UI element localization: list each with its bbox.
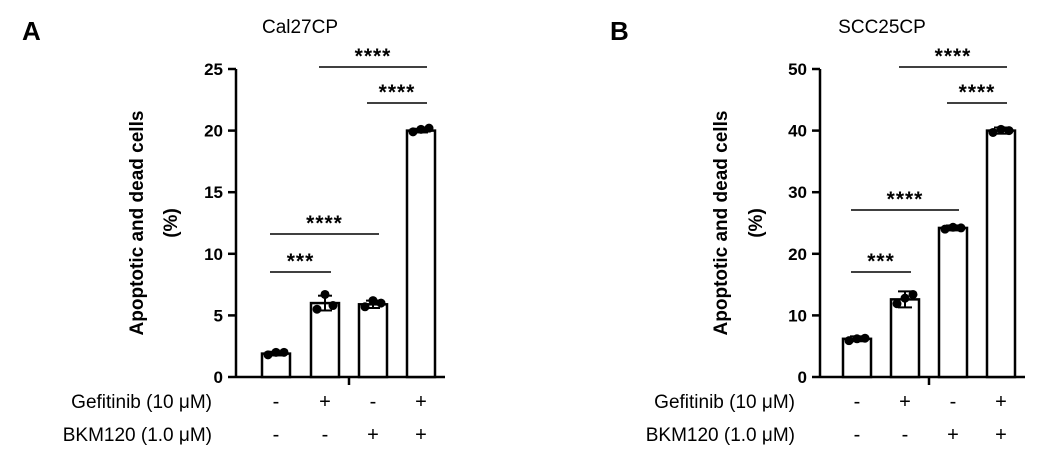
data-point [900,293,910,303]
y-tick-label: 50 [788,60,807,79]
y-tick-label: 25 [204,60,223,79]
data-point [279,347,289,357]
y-tick-label: 20 [788,245,807,264]
condition-label: Gefitinib (10 μM) [654,392,795,413]
bar [357,303,389,379]
y-axis-unit: (%) [746,208,767,238]
condition-sign: - [273,391,280,413]
data-point [852,334,862,344]
condition-sign: + [415,391,427,413]
data-point [271,347,281,357]
condition-sign: + [995,391,1007,413]
y-tick-label: 0 [798,368,807,387]
condition-sign: + [899,391,911,413]
y-axis-unit: (%) [161,208,182,238]
panel-letter: A [22,16,41,46]
data-point [416,124,426,134]
data-point [360,302,370,312]
data-point [328,301,338,311]
data-point [860,333,870,343]
significance-label: **** [959,81,996,104]
significance-label: *** [867,250,895,273]
condition-label: Gefitinib (10 μM) [71,392,212,413]
y-tick-label: 15 [204,183,223,202]
condition-label: BKM120 (1.0 μM) [63,425,212,446]
condition-sign: - [854,424,861,446]
significance-label: **** [355,45,392,68]
chart-title: SCC25CP [838,17,926,38]
bar [309,301,341,379]
bar [889,298,921,379]
y-tick-label: 40 [788,122,807,141]
data-point [956,223,966,233]
data-point [320,289,330,299]
data-point [1004,126,1014,136]
y-axis-label: Apoptotic and dead cells [711,111,732,336]
data-point [312,304,322,314]
significance-label: **** [887,188,924,211]
condition-sign: - [854,391,861,413]
panel-b: B SCC25CP Apoptotic and dead cells (%) 0 10 20… [610,16,1025,446]
bar [937,226,969,379]
bar [985,129,1017,379]
y-tick-label: 0 [214,368,223,387]
data-point [376,298,386,308]
condition-sign: + [319,391,331,413]
condition-sign: - [370,391,377,413]
condition-sign: - [902,424,909,446]
y-tick-label: 30 [788,183,807,202]
data-point [940,224,950,234]
significance-label: **** [306,212,343,235]
data-point [368,296,378,306]
y-tick-label: 5 [214,306,223,325]
data-point [996,124,1006,134]
y-tick-label: 10 [788,306,807,325]
condition-sign: + [995,424,1007,446]
y-tick-label: 10 [204,245,223,264]
condition-label: BKM120 (1.0 μM) [646,425,795,446]
significance-label: **** [935,45,972,68]
condition-sign: + [367,424,379,446]
significance-label: *** [287,250,315,273]
condition-sign: - [322,424,329,446]
bar [405,129,437,379]
data-point [948,222,958,232]
condition-sign: - [950,391,957,413]
data-point [408,127,418,137]
data-point [988,127,998,137]
data-point [263,350,273,360]
chart-title: Cal27CP [262,17,338,38]
condition-sign: + [415,424,427,446]
data-point [892,299,902,309]
significance-label: **** [379,81,416,104]
data-point [844,336,854,346]
data-point [424,123,434,133]
panel-letter: B [610,16,629,46]
y-tick-label: 20 [204,122,223,141]
condition-sign: - [273,424,280,446]
condition-sign: + [947,424,959,446]
y-axis-label: Apoptotic and dead cells [127,111,148,336]
panel-a: A Cal27CP Apoptotic and dead cells (%) 0 5 10 1… [22,16,445,446]
data-point [908,289,918,299]
